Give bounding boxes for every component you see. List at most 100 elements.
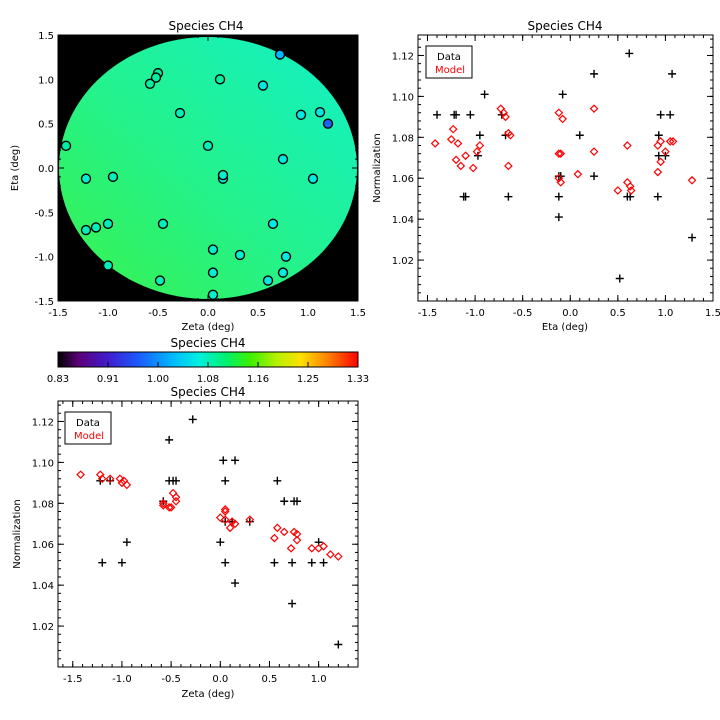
map-point [207, 289, 219, 300]
eta-legend-box [425, 45, 473, 79]
eta-data-point [666, 110, 675, 119]
eta-model-point [475, 141, 485, 150]
eta-model-point [504, 161, 513, 171]
zeta-model-point [292, 529, 302, 539]
zeta-model-point [279, 527, 289, 537]
zeta-data-point [319, 558, 328, 567]
zeta-data-point [270, 558, 279, 567]
eta-legend-model: Model [435, 65, 465, 76]
eta-model-point [430, 139, 440, 148]
zeta-ytick-label: 1.02 [32, 622, 54, 633]
eta-model-point [613, 186, 623, 195]
map-point [314, 106, 326, 118]
eta-model-point [505, 130, 515, 140]
zeta-model-point [158, 498, 168, 508]
map-xtick-label: -0.5 [148, 308, 168, 319]
zeta-ticks: -1.5 -1.0 -0.5 0.0 0.5 1.0 1.02 1.04 1.06 1.08 1.1… [32, 401, 359, 685]
zeta-model-point [95, 470, 105, 480]
zeta-xtick-label: 0.0 [212, 674, 228, 685]
zeta-model-point [171, 496, 181, 506]
zeta-data-point [288, 558, 297, 567]
zeta-model-point [166, 503, 176, 512]
map-point [80, 173, 92, 184]
eta-model-point [556, 149, 566, 159]
eta-model-point [687, 175, 697, 185]
eta-data-point [475, 131, 484, 140]
eta-ytick-label: 1.10 [392, 92, 414, 103]
zeta-data-point [245, 517, 254, 526]
zeta-xtick-label: -1.0 [112, 674, 132, 685]
eta-legend-data: Data [437, 52, 461, 63]
zeta-data-point [221, 476, 230, 485]
eta-model-point [661, 147, 670, 156]
zeta-data-point [288, 599, 297, 608]
eta-data-point [504, 192, 513, 201]
map-point [277, 153, 289, 165]
eta-model-point [558, 114, 567, 124]
eta-ticks: -1.5 -1.0 -0.5 0.0 0.5 1.0 1.5 1.02 1.04 1.06 1.08… [392, 35, 720, 319]
map-point [214, 74, 226, 85]
zeta-model-point [97, 474, 107, 484]
map-title: Species CH4 [168, 19, 243, 33]
map-xtick-label: 1.5 [350, 308, 366, 319]
zeta-data-point [273, 476, 282, 485]
zeta-ylabel: Normalization [12, 499, 23, 569]
zeta-points [73, 415, 343, 649]
zeta-model-point [105, 474, 115, 484]
eta-data-point [575, 131, 584, 140]
zeta-model-point [292, 535, 302, 545]
map-point [154, 275, 166, 286]
map-point [60, 140, 72, 152]
zeta-data-point [231, 456, 240, 465]
eta-model-point [554, 149, 564, 159]
colorbar-tick-label: 1.25 [297, 374, 319, 385]
eta-xtick-label: -1.0 [465, 308, 485, 319]
zeta-model-point [158, 501, 168, 510]
map-xtick-label: 0.0 [200, 308, 216, 319]
eta-model-point [668, 137, 678, 146]
eta-xtick-label: -1.5 [418, 308, 438, 319]
map-point [322, 118, 334, 129]
eta-model-point [501, 112, 510, 122]
colorbar-tick-label: 1.33 [347, 374, 369, 385]
colorbar-ticks: 0.83 0.91 1.00 1.08 1.16 1.25 1.33 [47, 362, 369, 385]
eta-model-point [653, 141, 663, 150]
zeta-model-point [326, 550, 335, 559]
zeta-model-point [230, 519, 240, 529]
eta-model-point [656, 157, 666, 167]
map-point [295, 109, 307, 121]
eta-data-point [461, 192, 470, 201]
eta-model-point [448, 124, 458, 134]
zeta-ytick-label: 1.04 [32, 581, 54, 592]
zeta-legend-data: Data [76, 418, 100, 429]
eta-data-point [590, 69, 599, 78]
zeta-data-point [216, 538, 225, 547]
zeta-model-point [333, 552, 343, 561]
eta-model-point [554, 173, 564, 183]
eta-model-point [496, 104, 506, 114]
eta-data-point [615, 274, 624, 283]
map-points [60, 49, 334, 300]
zeta-model-point [286, 543, 296, 553]
eta-model-point [499, 108, 508, 118]
zeta-data-point [293, 497, 302, 506]
eta-points [430, 49, 697, 283]
zeta-xtick-label: -0.5 [161, 674, 181, 685]
zeta-model-point [220, 505, 230, 514]
eta-model-point [623, 141, 632, 150]
zeta-legend-model: Model [74, 431, 104, 442]
eta-xtick-label: 1.0 [657, 308, 673, 319]
eta-title: Species CH4 [527, 19, 602, 33]
map-xtick-label: 1.0 [300, 308, 316, 319]
map-point [217, 169, 229, 181]
eta-model-point [653, 167, 663, 177]
zeta-model-point [270, 533, 279, 543]
eta-data-point [626, 192, 635, 201]
eta-model-point [623, 177, 632, 187]
zeta-model-point [220, 515, 230, 525]
zeta-data-point [231, 579, 240, 588]
eta-data-point [466, 110, 475, 119]
map-xtick-label: -1.0 [98, 308, 118, 319]
map-ticks: -1.5 -1.0 -0.5 0.0 0.5 1.0 1.5 -1.5 -1.0 -0.5 0.0 0… [34, 31, 365, 319]
zeta-data-point [165, 435, 174, 444]
